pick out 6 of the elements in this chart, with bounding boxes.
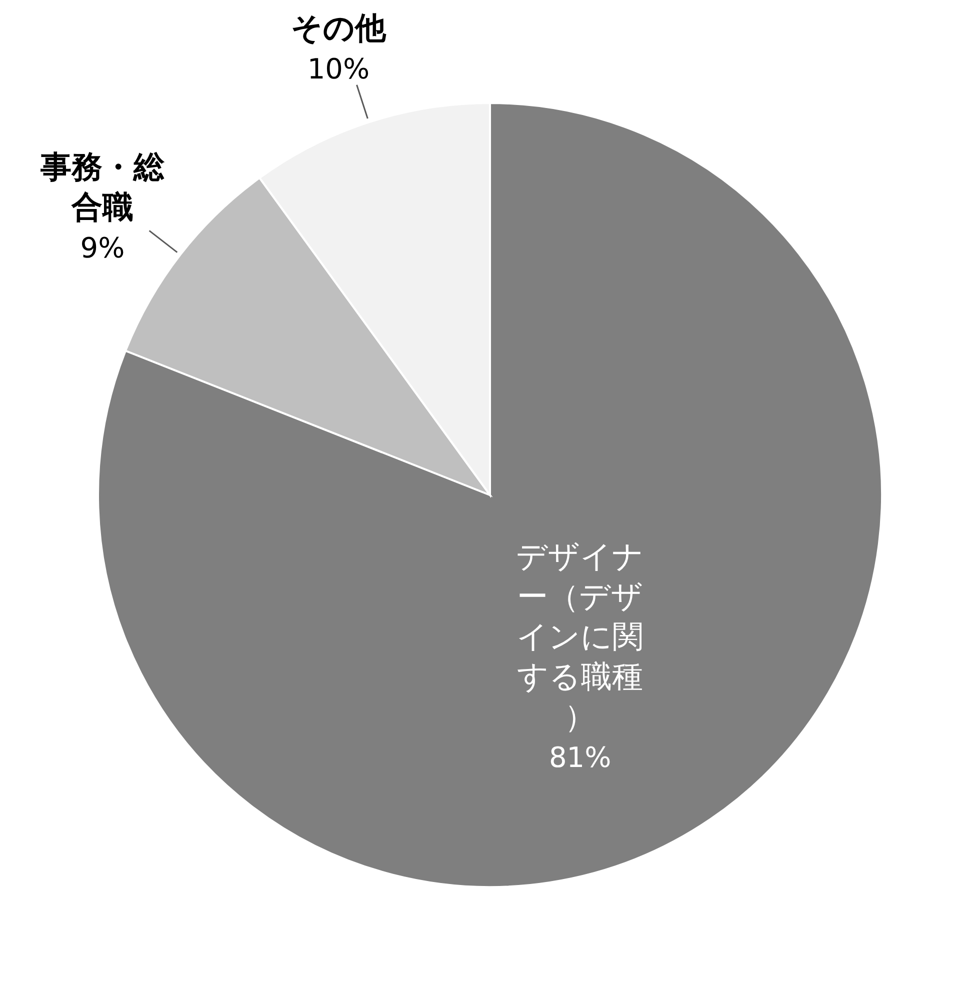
- slice-label: その他: [290, 10, 387, 46]
- data-label: 10%: [307, 52, 370, 86]
- slice-label: 事務・総合職: [40, 150, 166, 226]
- data-label: 9%: [80, 232, 125, 265]
- data-label: 81%: [548, 740, 612, 774]
- slice-label: デザイナー（デザインに関する職種）: [516, 538, 644, 735]
